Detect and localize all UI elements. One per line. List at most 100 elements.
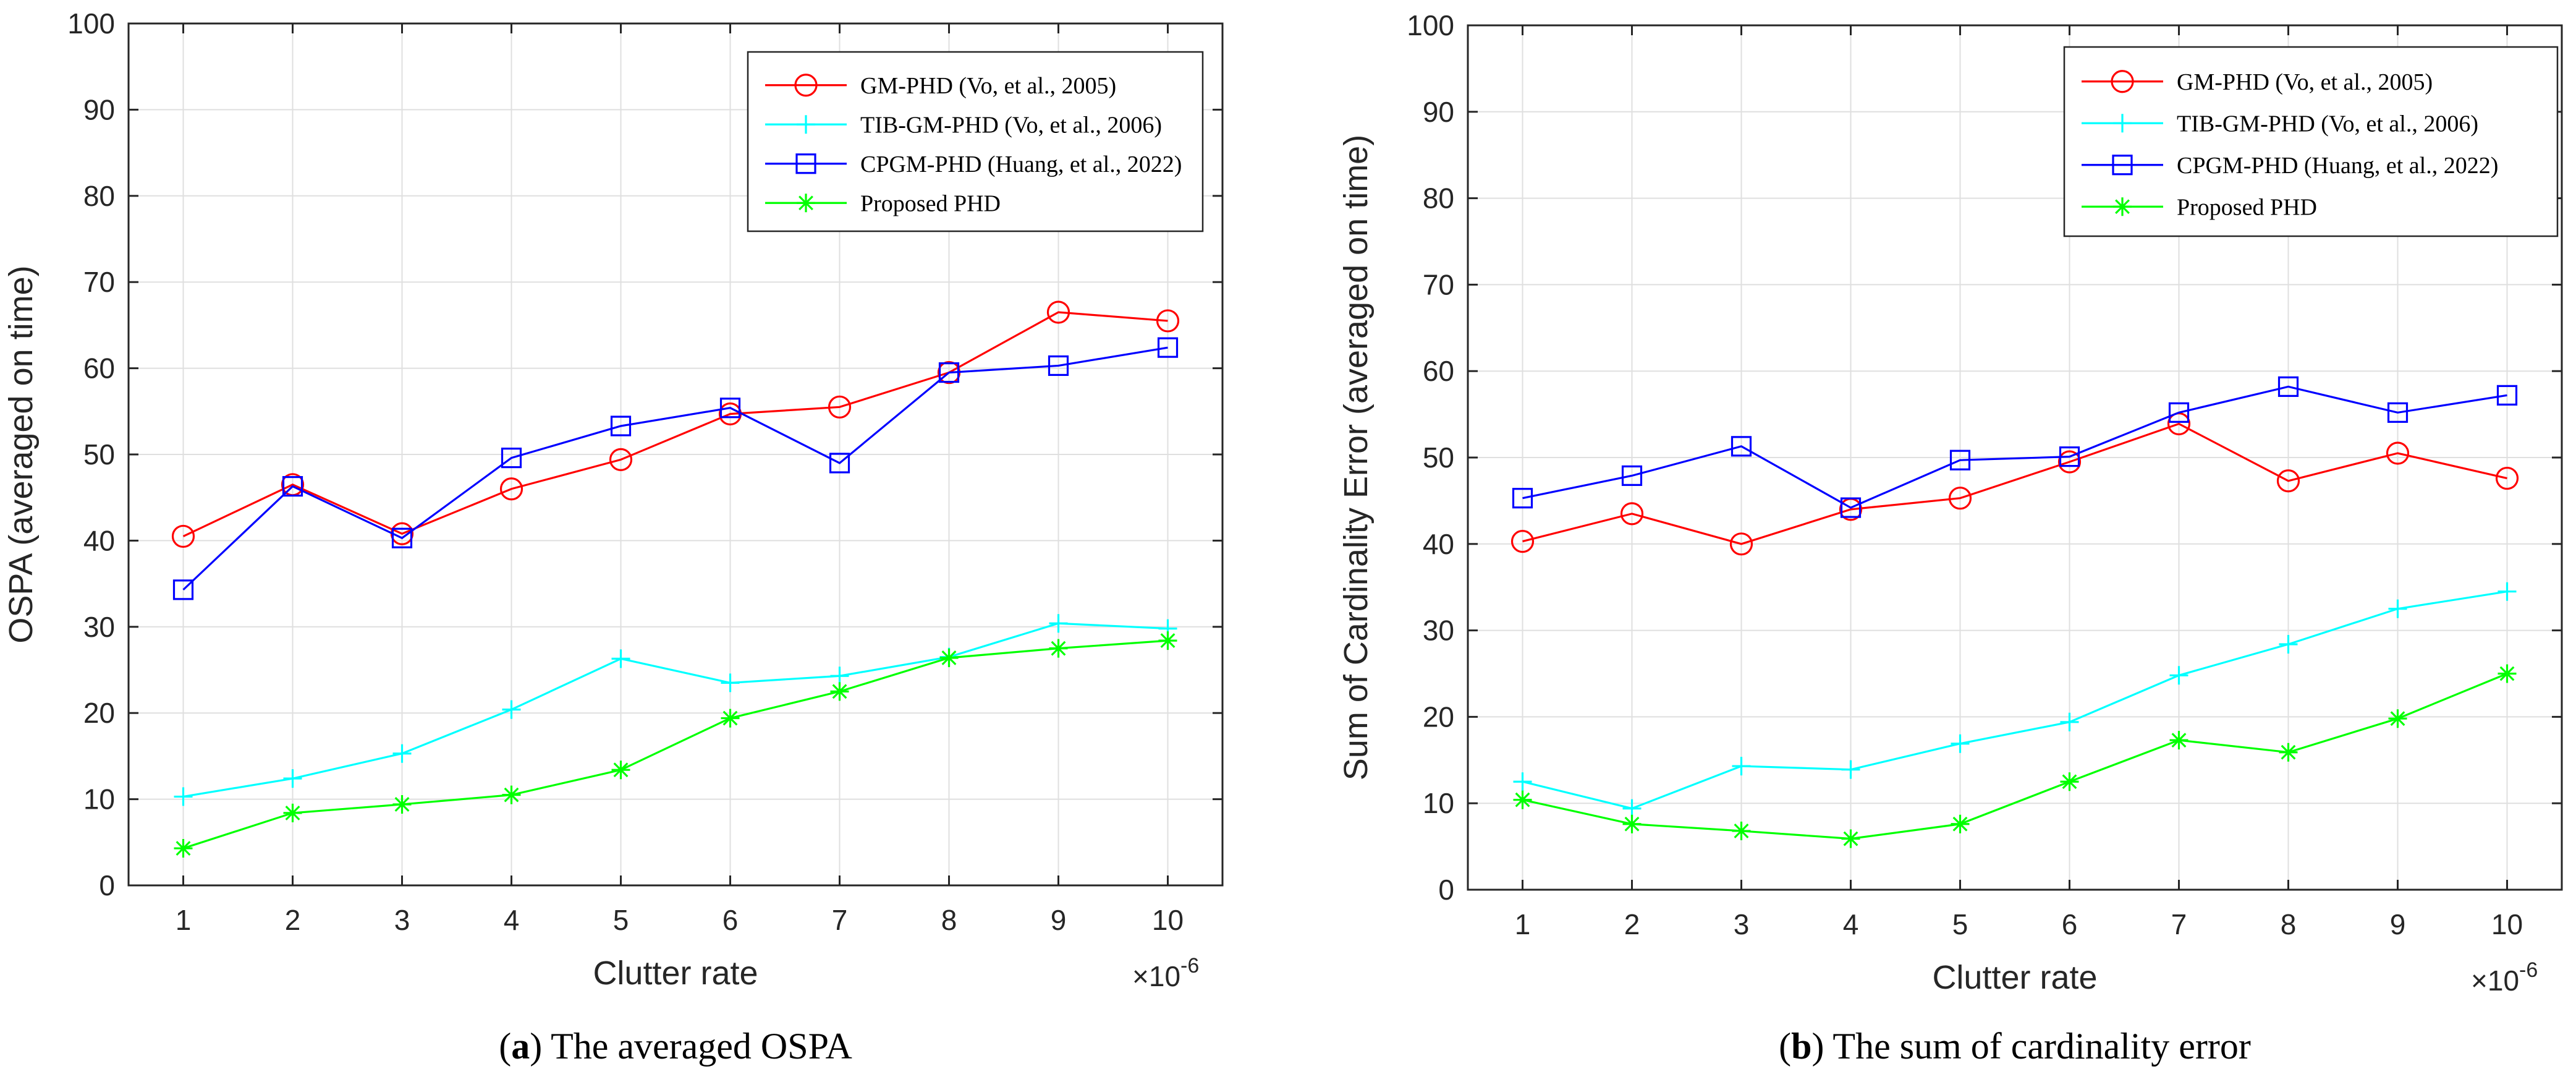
legend-item: TIB-GM-PHD (Vo, et al., 2006) <box>2082 111 2478 137</box>
legend-marker <box>2111 70 2134 93</box>
data-point <box>1513 772 1532 791</box>
data-point <box>721 709 740 728</box>
x-tick-label: 10 <box>1152 904 1184 936</box>
data-point <box>1513 790 1532 809</box>
y-tick-label: 0 <box>99 869 115 901</box>
legend-label: GM-PHD (Vo, et al., 2005) <box>860 73 1116 99</box>
y-tick-label: 90 <box>1423 96 1454 128</box>
data-point <box>1841 829 1860 848</box>
data-point <box>172 579 194 600</box>
x-scale-base: ×10 <box>1132 960 1180 992</box>
series-4 <box>174 631 1177 858</box>
data-point <box>2387 402 2409 423</box>
data-point <box>2386 441 2410 465</box>
data-point <box>1621 465 1643 486</box>
legend-label: TIB-GM-PHD (Vo, et al., 2006) <box>2177 111 2478 137</box>
data-point <box>611 649 630 668</box>
data-point <box>1048 355 1069 377</box>
data-point <box>1951 734 1970 753</box>
series-line <box>182 346 1168 591</box>
x-tick-label: 7 <box>2171 908 2187 940</box>
caption-paren: ) <box>1812 1026 1833 1067</box>
data-point <box>2498 582 2517 601</box>
data-point <box>1156 309 1180 333</box>
x-tick-label: 4 <box>1843 908 1859 940</box>
caption-paren: ( <box>499 1026 511 1067</box>
data-point <box>2276 469 2300 493</box>
data-point <box>174 839 193 858</box>
x-scale-exponent: -6 <box>1180 954 1199 978</box>
data-point <box>392 744 412 763</box>
legend-marker <box>795 153 816 174</box>
data-point <box>1622 799 1642 818</box>
x-tick-label: 2 <box>1624 908 1640 940</box>
y-tick-label: 20 <box>83 697 115 729</box>
data-point <box>501 447 522 469</box>
series-line <box>1522 673 2508 840</box>
series-3 <box>1512 376 2518 518</box>
data-point <box>1949 449 1971 471</box>
data-point <box>499 477 523 501</box>
caption-paren: ) <box>530 1026 551 1067</box>
data-point <box>2060 712 2079 731</box>
legend: GM-PHD (Vo, et al., 2005) TIB-GM-PHD (Vo,… <box>2063 46 2559 237</box>
legend-item: GM-PHD (Vo, et al., 2005) <box>765 73 1116 99</box>
data-point <box>2060 772 2079 791</box>
data-point <box>282 475 303 497</box>
x-tick-label: 6 <box>722 904 739 936</box>
x-tick-label: 6 <box>2062 908 2078 940</box>
data-point <box>2168 402 2190 423</box>
legend-marker <box>2113 114 2132 133</box>
y-tick-label: 50 <box>1423 441 1454 474</box>
data-point <box>1840 497 1862 518</box>
figure-caption: (b) The sum of cardinality error <box>1779 1026 2251 1067</box>
data-point <box>174 787 193 806</box>
figure-caption: (a) The averaged OSPA <box>499 1026 852 1067</box>
x-tick-label: 9 <box>2390 908 2406 940</box>
x-tick-label: 5 <box>1952 908 1968 940</box>
series-3 <box>172 337 1179 600</box>
caption-label: b <box>1791 1026 1811 1067</box>
data-point <box>502 785 521 804</box>
x-scale-factor: ×10-6 <box>2471 958 2538 997</box>
data-point <box>829 453 850 474</box>
chart-panel-a: 0 10 20 30 40 50 60 70 80 90 100 1 2 3 4 5 6 7 8 9 10 ×10-6 Cl… <box>2 7 1224 1067</box>
data-point <box>1948 487 1972 510</box>
y-tick-label: 80 <box>83 180 115 212</box>
data-point <box>828 395 852 419</box>
series-line <box>1522 590 2507 810</box>
data-point <box>2059 446 2080 467</box>
y-tick-label: 80 <box>1423 182 1454 215</box>
data-point <box>2057 450 2082 474</box>
series-2 <box>174 614 1177 806</box>
legend-marker <box>797 194 815 213</box>
y-tick-label: 60 <box>1423 355 1454 387</box>
caption-paren: ( <box>1779 1026 1791 1067</box>
data-point <box>2277 376 2299 397</box>
legend-item: Proposed PHD <box>2082 194 2317 220</box>
x-tick-label: 1 <box>1515 908 1531 940</box>
x-scale-exponent: -6 <box>2519 958 2538 982</box>
data-point <box>830 682 849 701</box>
data-point <box>610 415 632 437</box>
data-point <box>2279 743 2298 762</box>
x-tick-label: 5 <box>613 904 629 936</box>
legend-marker <box>2112 155 2133 176</box>
x-axis-label: Clutter rate <box>593 955 758 992</box>
y-tick-label: 10 <box>83 783 115 816</box>
series-line <box>182 311 1168 537</box>
data-point <box>1951 814 1970 833</box>
data-point <box>2495 466 2519 490</box>
data-point <box>1512 488 1533 509</box>
caption-text: The averaged OSPA <box>551 1026 852 1067</box>
legend-label: TIB-GM-PHD (Vo, et al., 2006) <box>860 112 1162 138</box>
data-point <box>391 527 413 548</box>
chart-panel-b: 0 10 20 30 40 50 60 70 80 90 100 1 2 3 4 5 6 7 8 9 10 ×10-6 Cl… <box>1337 9 2563 1067</box>
y-tick-label: 30 <box>83 611 115 643</box>
data-point <box>1158 631 1177 650</box>
data-point <box>2496 385 2518 406</box>
legend-box <box>2063 46 2559 237</box>
x-tick-label: 7 <box>832 904 848 936</box>
legend-marker <box>797 115 815 134</box>
y-tick-label: 90 <box>83 93 115 126</box>
